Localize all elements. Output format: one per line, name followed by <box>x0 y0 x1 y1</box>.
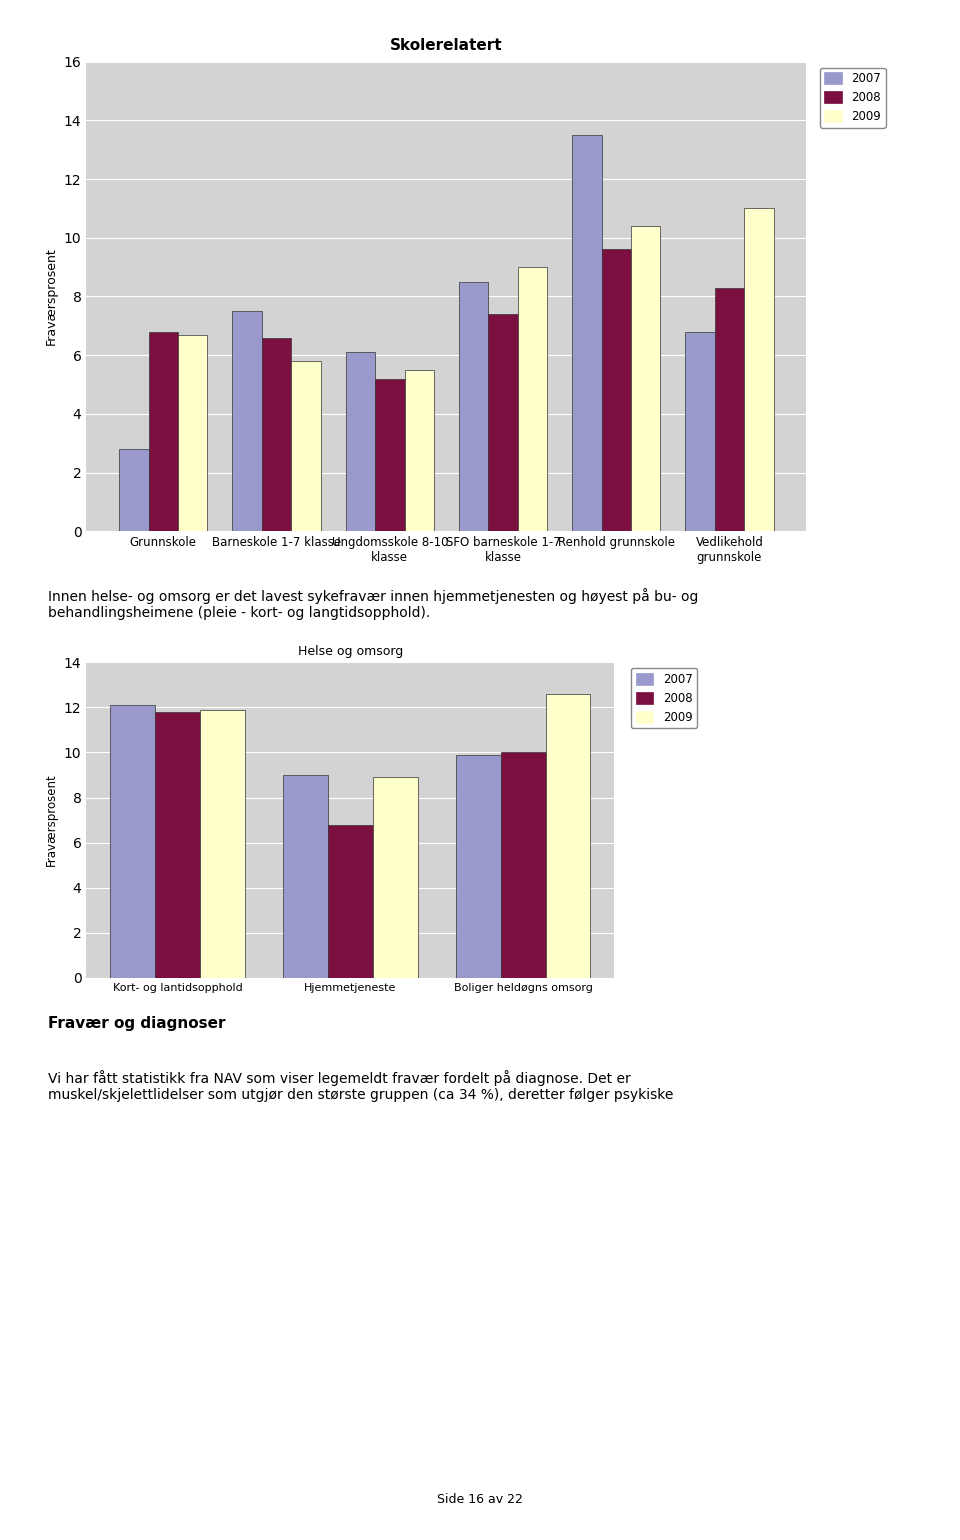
Bar <box>346 353 375 531</box>
Bar <box>291 360 321 531</box>
Bar <box>328 824 372 978</box>
Bar <box>489 314 517 531</box>
Text: Vi har fått statistikk fra NAV som viser legemeldt fravær fordelt på diagnose. D: Vi har fått statistikk fra NAV som viser… <box>48 1070 673 1103</box>
Bar <box>262 337 291 531</box>
Bar <box>375 379 404 531</box>
Bar <box>149 331 178 531</box>
Text: Side 16 av 22: Side 16 av 22 <box>437 1494 523 1506</box>
Bar <box>110 705 156 978</box>
Bar <box>572 136 602 531</box>
Bar <box>631 226 660 531</box>
Text: Innen helse- og omsorg er det lavest sykefravær innen hjemmetjenesten og høyest : Innen helse- og omsorg er det lavest syk… <box>48 588 698 621</box>
Bar <box>404 370 434 531</box>
Bar <box>744 208 774 531</box>
Bar <box>232 311 262 531</box>
Text: Fravær og diagnoser: Fravær og diagnoser <box>48 1016 226 1032</box>
Bar <box>715 288 744 531</box>
Legend: 2007, 2008, 2009: 2007, 2008, 2009 <box>631 668 697 728</box>
Y-axis label: Fraværsprosent: Fraværsprosent <box>45 248 59 345</box>
Bar <box>201 710 245 978</box>
Bar <box>119 450 149 531</box>
Title: Skolerelatert: Skolerelatert <box>390 38 503 54</box>
Title: Helse og omsorg: Helse og omsorg <box>298 645 403 658</box>
Bar <box>500 753 545 978</box>
Bar <box>517 266 547 531</box>
Bar <box>685 331 715 531</box>
Y-axis label: Fraværsprosent: Fraværsprosent <box>45 773 59 867</box>
Bar <box>545 693 590 978</box>
Bar <box>372 778 418 978</box>
Legend: 2007, 2008, 2009: 2007, 2008, 2009 <box>820 68 886 128</box>
Bar <box>456 755 500 978</box>
Bar <box>459 282 489 531</box>
Bar <box>178 334 207 531</box>
Bar <box>156 711 201 978</box>
Bar <box>283 775 328 978</box>
Bar <box>602 249 631 531</box>
